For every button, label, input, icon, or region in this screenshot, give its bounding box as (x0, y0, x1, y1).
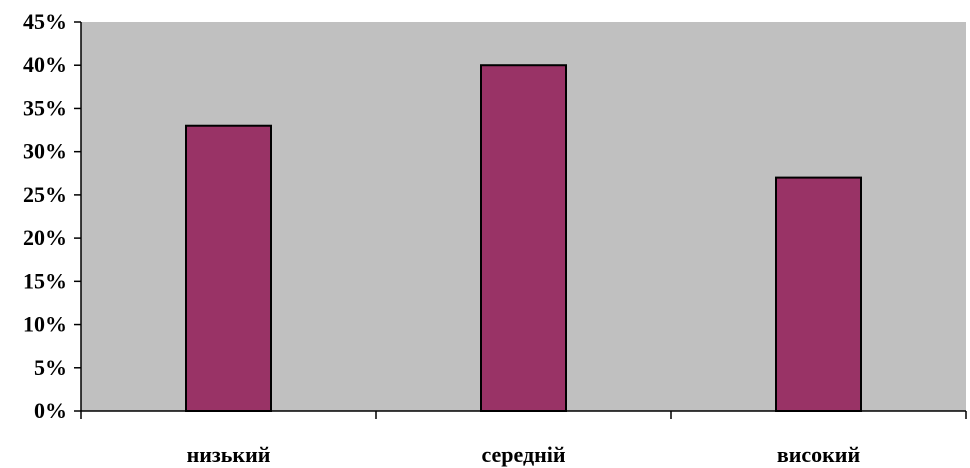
y-tick-label: 40% (23, 52, 67, 77)
x-axis-ticks (80, 411, 967, 419)
y-tick-label: 20% (23, 225, 67, 250)
y-axis-ticks (74, 21, 81, 412)
y-tick-label: 10% (23, 312, 67, 337)
bar-series (185, 64, 862, 412)
bar-3 (775, 176, 862, 412)
x-axis-labels: низький середній високий (187, 442, 861, 467)
y-tick-label: 0% (34, 398, 67, 423)
y-tick-label: 45% (23, 9, 67, 34)
y-tick-label: 30% (23, 139, 67, 164)
bar-2 (480, 64, 567, 412)
y-tick-label: 15% (23, 268, 67, 293)
y-axis-labels: 0% 5% 10% 15% 20% 25% 30% 35% 40% 45% (23, 9, 67, 423)
x-category-label: низький (187, 442, 271, 467)
y-tick-label: 35% (23, 95, 67, 120)
bar-1 (185, 124, 272, 412)
y-tick-label: 25% (23, 182, 67, 207)
y-tick-label: 5% (34, 355, 67, 380)
x-category-label: середній (481, 442, 565, 467)
x-category-label: високий (777, 442, 861, 467)
